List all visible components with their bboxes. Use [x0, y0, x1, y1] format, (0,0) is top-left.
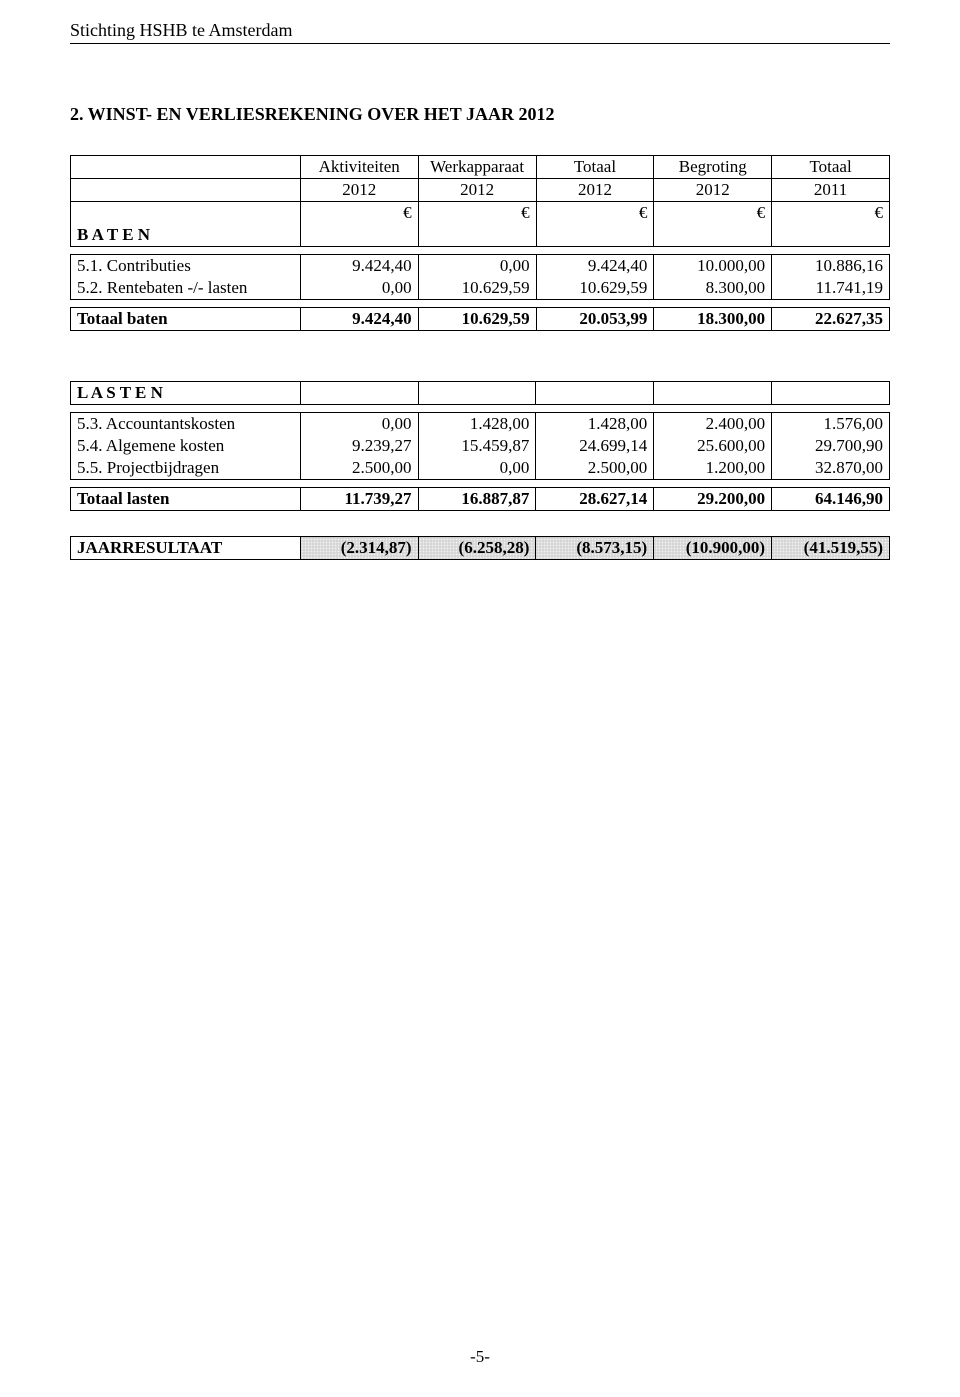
cell-value: 10.000,00	[654, 255, 772, 278]
row-label: 5.4. Algemene kosten	[71, 435, 301, 457]
table-row: 5.2. Rentebaten -/- lasten 0,00 10.629,5…	[71, 277, 890, 300]
page-header: Stichting HSHB te Amsterdam	[70, 20, 890, 44]
cell-value: (8.573,15)	[536, 537, 654, 560]
cell-value: 2.500,00	[536, 457, 654, 480]
cell-value: 1.576,00	[772, 413, 890, 436]
cell-value: 2.400,00	[654, 413, 772, 436]
cell-value: 25.600,00	[654, 435, 772, 457]
cell-value: 10.886,16	[772, 255, 890, 278]
table-row: 5.4. Algemene kosten 9.239,27 15.459,87 …	[71, 435, 890, 457]
cell-value: 29.700,90	[772, 435, 890, 457]
cell-value: 10.629,59	[418, 277, 536, 300]
cell-value: 24.699,14	[536, 435, 654, 457]
col-header: Aktiviteiten	[300, 156, 418, 179]
cell-value: 1.428,00	[536, 413, 654, 436]
cell-value: 32.870,00	[772, 457, 890, 480]
table-row: 5.3. Accountantskosten 0,00 1.428,00 1.4…	[71, 413, 890, 436]
cell-value: (41.519,55)	[772, 537, 890, 560]
cell-value: 0,00	[418, 457, 536, 480]
cell-value: 15.459,87	[418, 435, 536, 457]
col-header: Begroting	[654, 156, 772, 179]
currency-symbol: €	[772, 202, 890, 225]
cell-value: 9.424,40	[536, 255, 654, 278]
col-header: Totaal	[772, 156, 890, 179]
col-subheader: 2011	[772, 179, 890, 202]
table-row: 5.5. Projectbijdragen 2.500,00 0,00 2.50…	[71, 457, 890, 480]
cell-value: 2.500,00	[300, 457, 418, 480]
cell-value: 20.053,99	[536, 308, 654, 331]
cell-value: 29.200,00	[654, 488, 772, 511]
baten-total-row: Totaal baten 9.424,40 10.629,59 20.053,9…	[71, 308, 890, 331]
lasten-total-row: Totaal lasten 11.739,27 16.887,87 28.627…	[71, 488, 890, 511]
cell-value: 28.627,14	[536, 488, 654, 511]
col-subheader: 2012	[300, 179, 418, 202]
result-row: JAARRESULTAAT (2.314,87) (6.258,28) (8.5…	[71, 537, 890, 560]
currency-symbol: €	[536, 202, 654, 225]
cell-value: 0,00	[300, 277, 418, 300]
cell-value: 18.300,00	[654, 308, 772, 331]
row-label: Totaal baten	[71, 308, 301, 331]
currency-symbol: €	[418, 202, 536, 225]
page-number: -5-	[0, 1347, 960, 1367]
cell-value: 64.146,90	[772, 488, 890, 511]
table-row: 5.1. Contributies 9.424,40 0,00 9.424,40…	[71, 255, 890, 278]
cell-value: 9.424,40	[300, 255, 418, 278]
currency-symbol: €	[654, 202, 772, 225]
cell-value: 16.887,87	[418, 488, 536, 511]
cell-value: 10.629,59	[536, 277, 654, 300]
row-label: 5.3. Accountantskosten	[71, 413, 301, 436]
cell-value: 11.739,27	[300, 488, 418, 511]
cell-value: (2.314,87)	[300, 537, 418, 560]
col-header: Werkapparaat	[418, 156, 536, 179]
col-subheader: 2012	[654, 179, 772, 202]
row-label: 5.5. Projectbijdragen	[71, 457, 301, 480]
baten-table: Aktiviteiten Werkapparaat Totaal Begroti…	[70, 155, 890, 331]
col-subheader: 2012	[418, 179, 536, 202]
cell-value: 22.627,35	[772, 308, 890, 331]
cell-value: 9.239,27	[300, 435, 418, 457]
cell-value: (10.900,00)	[654, 537, 772, 560]
cell-value: 0,00	[300, 413, 418, 436]
lasten-heading: L A S T E N	[71, 382, 301, 405]
cell-value: 1.200,00	[654, 457, 772, 480]
currency-symbol: €	[300, 202, 418, 225]
cell-value: 10.629,59	[418, 308, 536, 331]
page-title: 2. WINST- EN VERLIESREKENING OVER HET JA…	[70, 104, 890, 125]
col-header: Totaal	[536, 156, 654, 179]
cell-value: 8.300,00	[654, 277, 772, 300]
baten-heading: B A T E N	[71, 224, 301, 247]
col-subheader: 2012	[536, 179, 654, 202]
row-label: JAARRESULTAAT	[71, 537, 301, 560]
cell-value: 0,00	[418, 255, 536, 278]
row-label: 5.2. Rentebaten -/- lasten	[71, 277, 301, 300]
row-label: Totaal lasten	[71, 488, 301, 511]
cell-value: (6.258,28)	[418, 537, 536, 560]
cell-value: 11.741,19	[772, 277, 890, 300]
cell-value: 1.428,00	[418, 413, 536, 436]
row-label: 5.1. Contributies	[71, 255, 301, 278]
lasten-table: L A S T E N 5.3. Accountantskosten 0,00 …	[70, 381, 890, 560]
cell-value: 9.424,40	[300, 308, 418, 331]
page: Stichting HSHB te Amsterdam 2. WINST- EN…	[0, 0, 960, 1397]
